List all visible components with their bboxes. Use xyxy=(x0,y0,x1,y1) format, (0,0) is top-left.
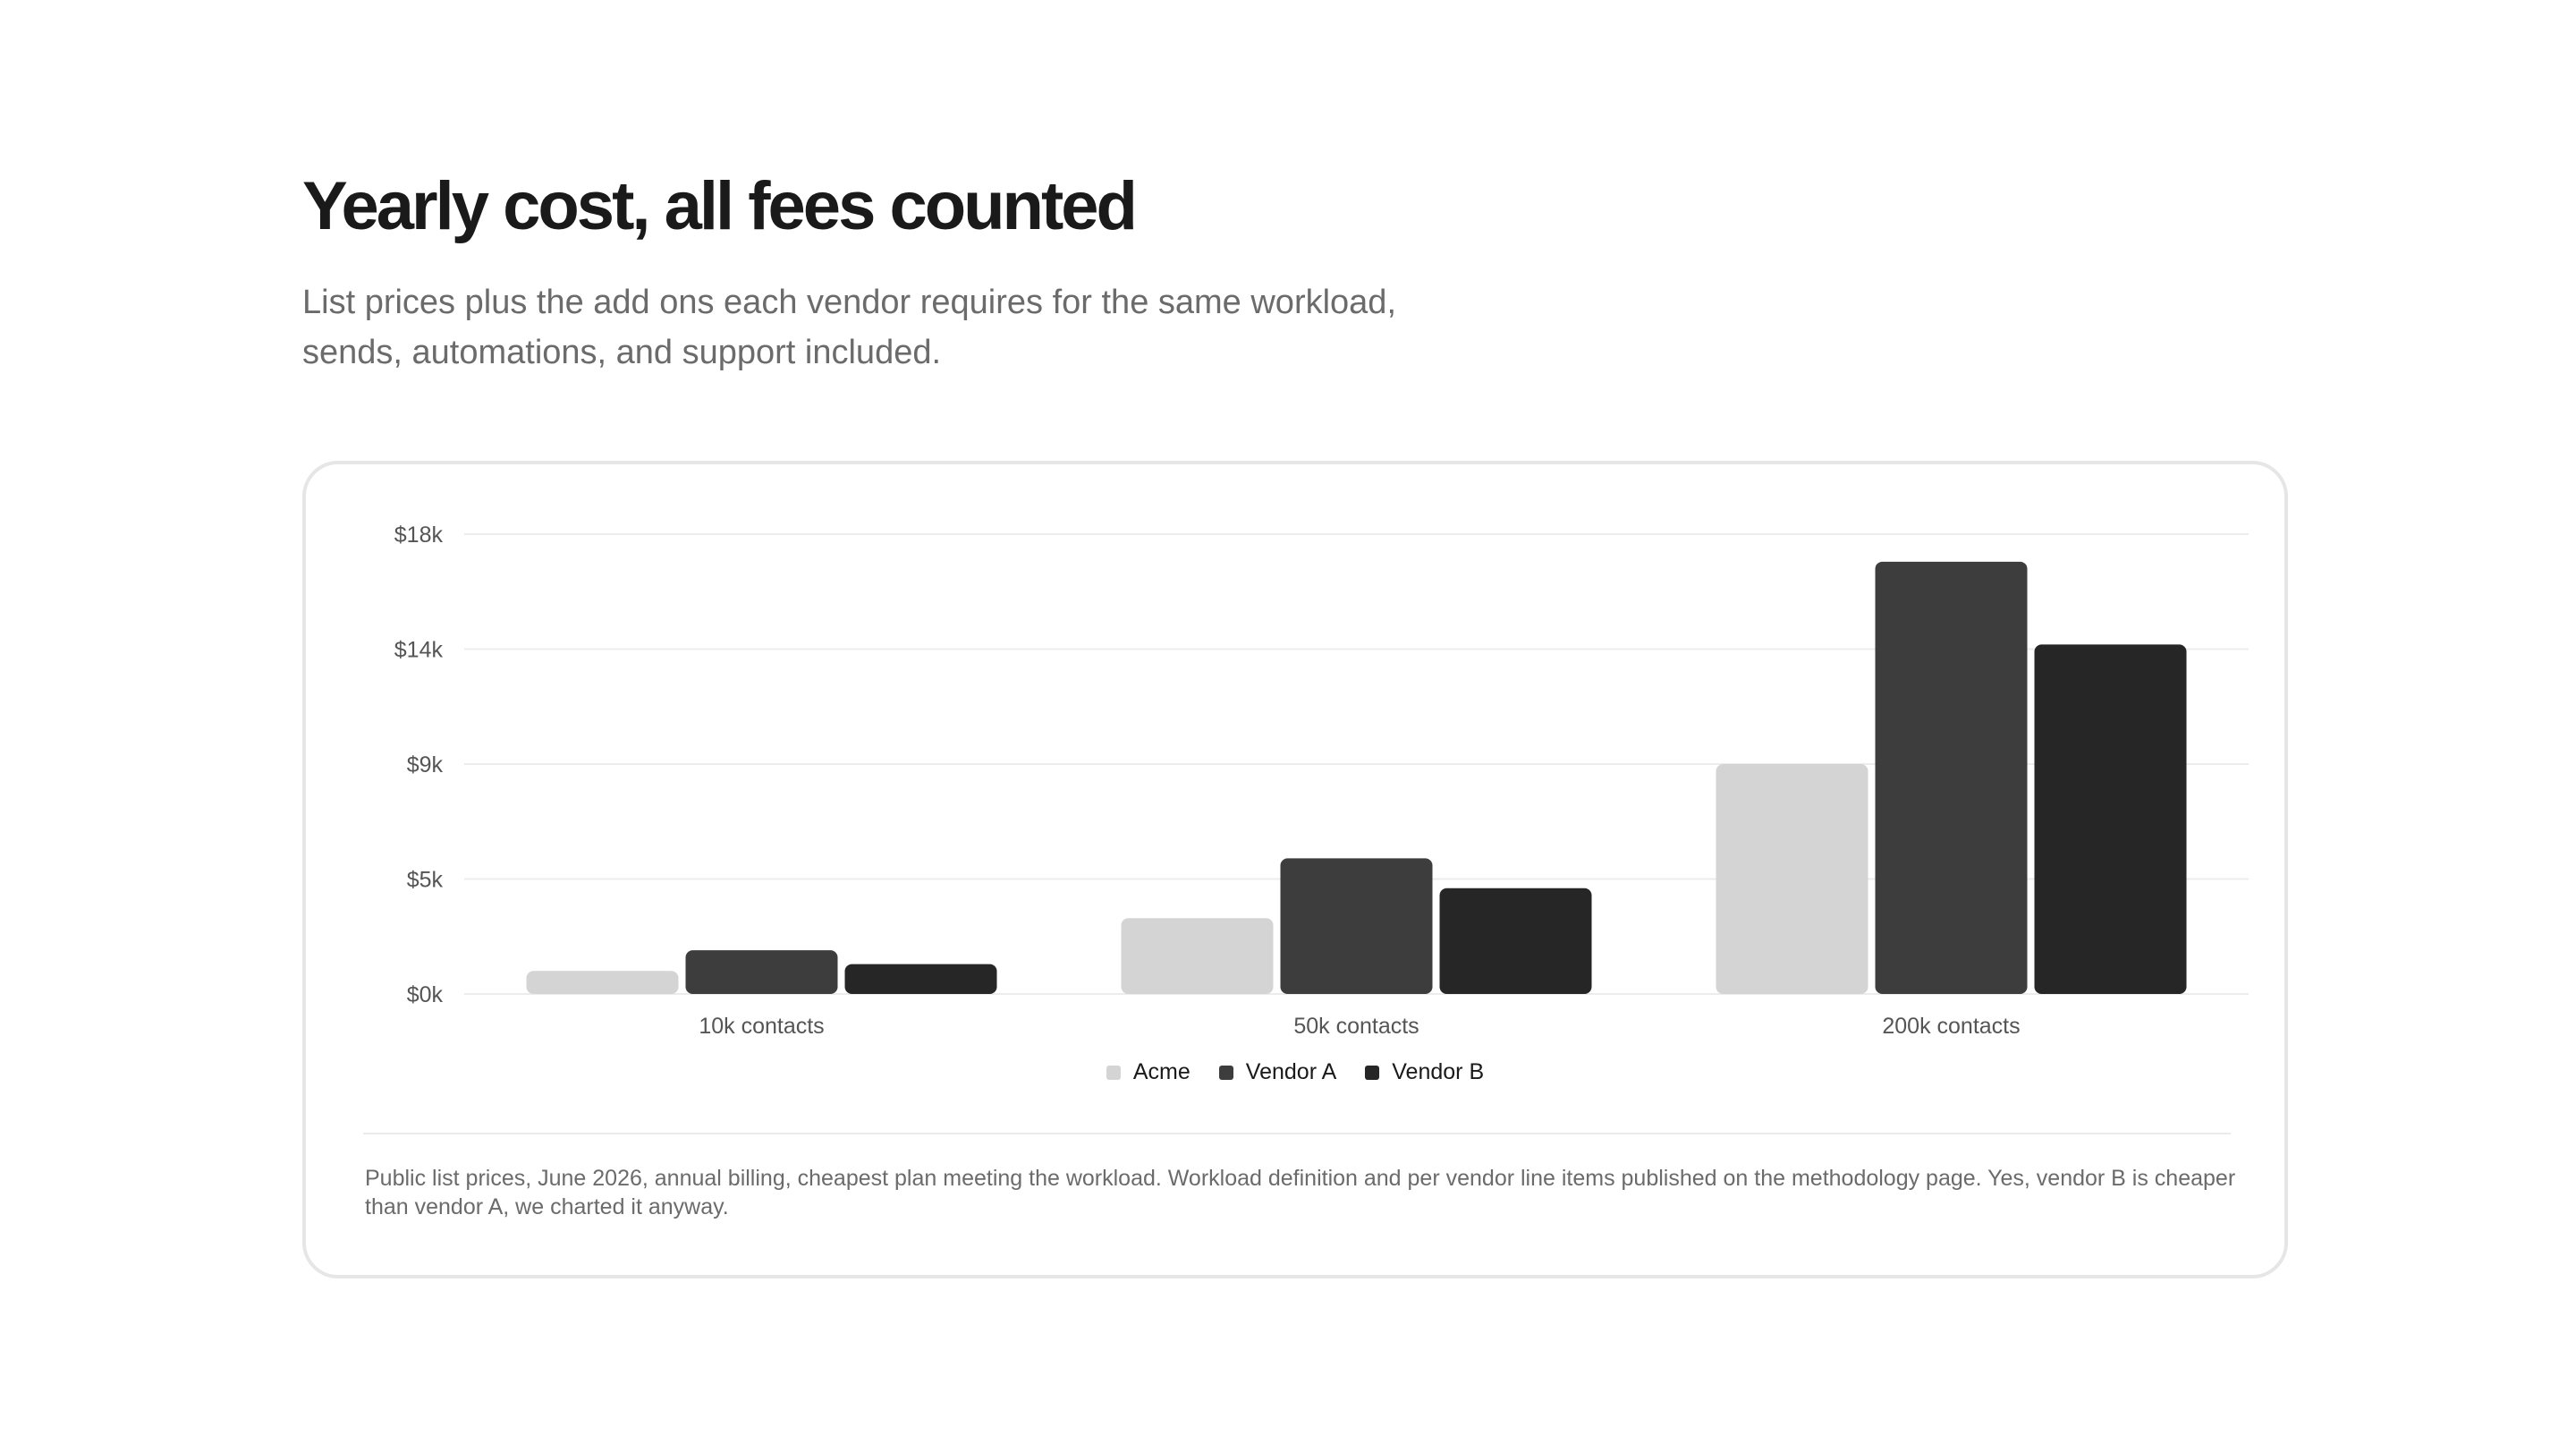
legend-item: Acme xyxy=(1106,1059,1191,1085)
bar-vendor-a xyxy=(685,950,838,994)
y-tick-label: $18k xyxy=(394,522,444,548)
legend-label: Vendor B xyxy=(1392,1059,1485,1084)
x-tick-label: 200k contacts xyxy=(1882,1014,2020,1039)
y-tick-label: $0k xyxy=(407,982,444,1007)
bar-vendor-b xyxy=(844,964,997,994)
bar-vendor-a xyxy=(1875,561,2028,994)
card-divider xyxy=(363,1133,2231,1134)
legend-item: Vendor B xyxy=(1365,1059,1484,1085)
y-tick-label: $5k xyxy=(407,868,444,893)
x-tick-label: 50k contacts xyxy=(1293,1014,1419,1039)
chart-footnote: Public list prices, June 2026, annual bi… xyxy=(365,1166,2236,1219)
legend-swatch xyxy=(1365,1065,1380,1080)
x-tick-label: 10k contacts xyxy=(699,1014,824,1039)
legend-swatch xyxy=(1218,1065,1233,1080)
bar-acme xyxy=(526,971,679,994)
page-subtitle: List prices plus the add ons each vendor… xyxy=(302,284,1396,371)
legend-swatch xyxy=(1106,1065,1121,1080)
y-tick-label: $9k xyxy=(407,752,444,777)
chart-header: Yearly cost, all fees counted List price… xyxy=(302,166,1823,378)
bar-vendor-b xyxy=(2034,644,2187,994)
legend-item: Vendor A xyxy=(1218,1059,1337,1085)
chart-card: $0k $5k $9k $14k $18k 10k contacts 50k contact… xyxy=(302,461,2288,1278)
chart-legend: Acme Vendor A Vendor B xyxy=(306,1059,2284,1085)
bar-acme xyxy=(1121,918,1274,994)
bar-acme xyxy=(1716,764,1868,994)
bar-chart: $0k $5k $9k $14k $18k 10k contacts 50k contact… xyxy=(394,522,2249,1039)
bar-vendor-a xyxy=(1280,858,1433,994)
bar-vendor-b xyxy=(1439,888,1592,994)
legend-label: Vendor A xyxy=(1245,1059,1337,1084)
legend-label: Acme xyxy=(1132,1059,1191,1084)
page-title: Yearly cost, all fees counted xyxy=(302,168,1138,244)
y-tick-label: $14k xyxy=(394,638,444,663)
